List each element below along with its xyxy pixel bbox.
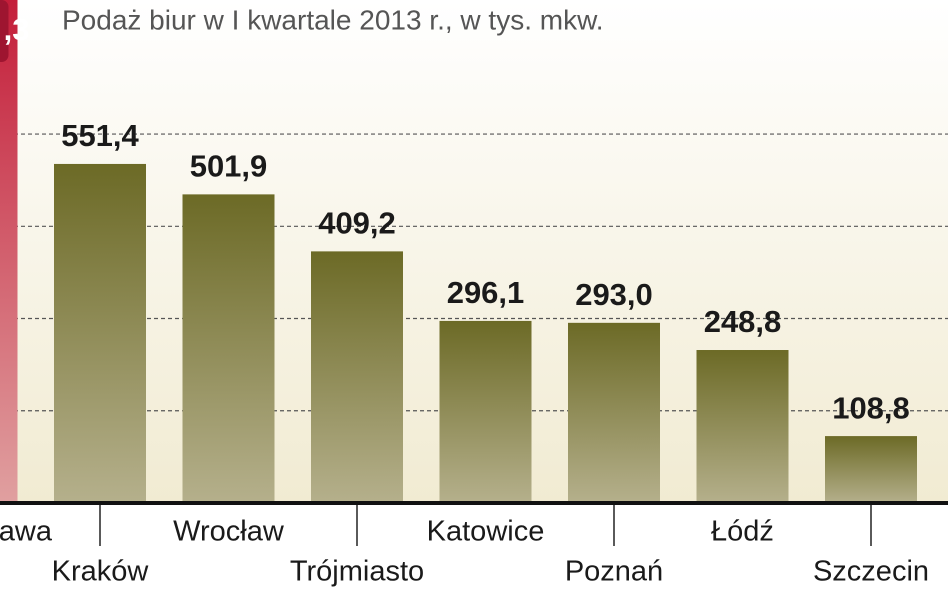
- bar: [568, 322, 660, 503]
- value-label: 501,9: [190, 149, 268, 184]
- bar: [439, 320, 532, 503]
- x-tick-label: Kraków: [52, 556, 150, 588]
- bar: [825, 436, 917, 503]
- x-tick-label: Poznań: [565, 556, 663, 588]
- value-label: ,3: [4, 12, 30, 47]
- value-label: 296,1: [447, 275, 525, 310]
- bar: [54, 163, 146, 503]
- bar: [311, 251, 403, 503]
- value-label: 248,8: [704, 304, 782, 339]
- bar: [0, 0, 18, 503]
- value-label: 551,4: [61, 118, 139, 153]
- value-label: 409,2: [318, 206, 396, 241]
- value-label: 293,0: [575, 277, 653, 312]
- x-tick-label: Szczecin: [813, 556, 929, 588]
- value-label: 108,8: [832, 390, 910, 425]
- bar: [696, 350, 789, 503]
- bar: [182, 194, 275, 503]
- chart-title: Podaż biur w I kwartale 2013 r., w tys. …: [62, 4, 604, 35]
- x-tick-label: awa: [0, 516, 53, 548]
- x-tick-label: Katowice: [427, 516, 545, 548]
- x-tick-label: Trójmiasto: [290, 556, 424, 588]
- x-tick-label: Łódź: [711, 516, 774, 548]
- x-tick-label: Wrocław: [173, 516, 285, 548]
- value-label-box: [0, 0, 9, 62]
